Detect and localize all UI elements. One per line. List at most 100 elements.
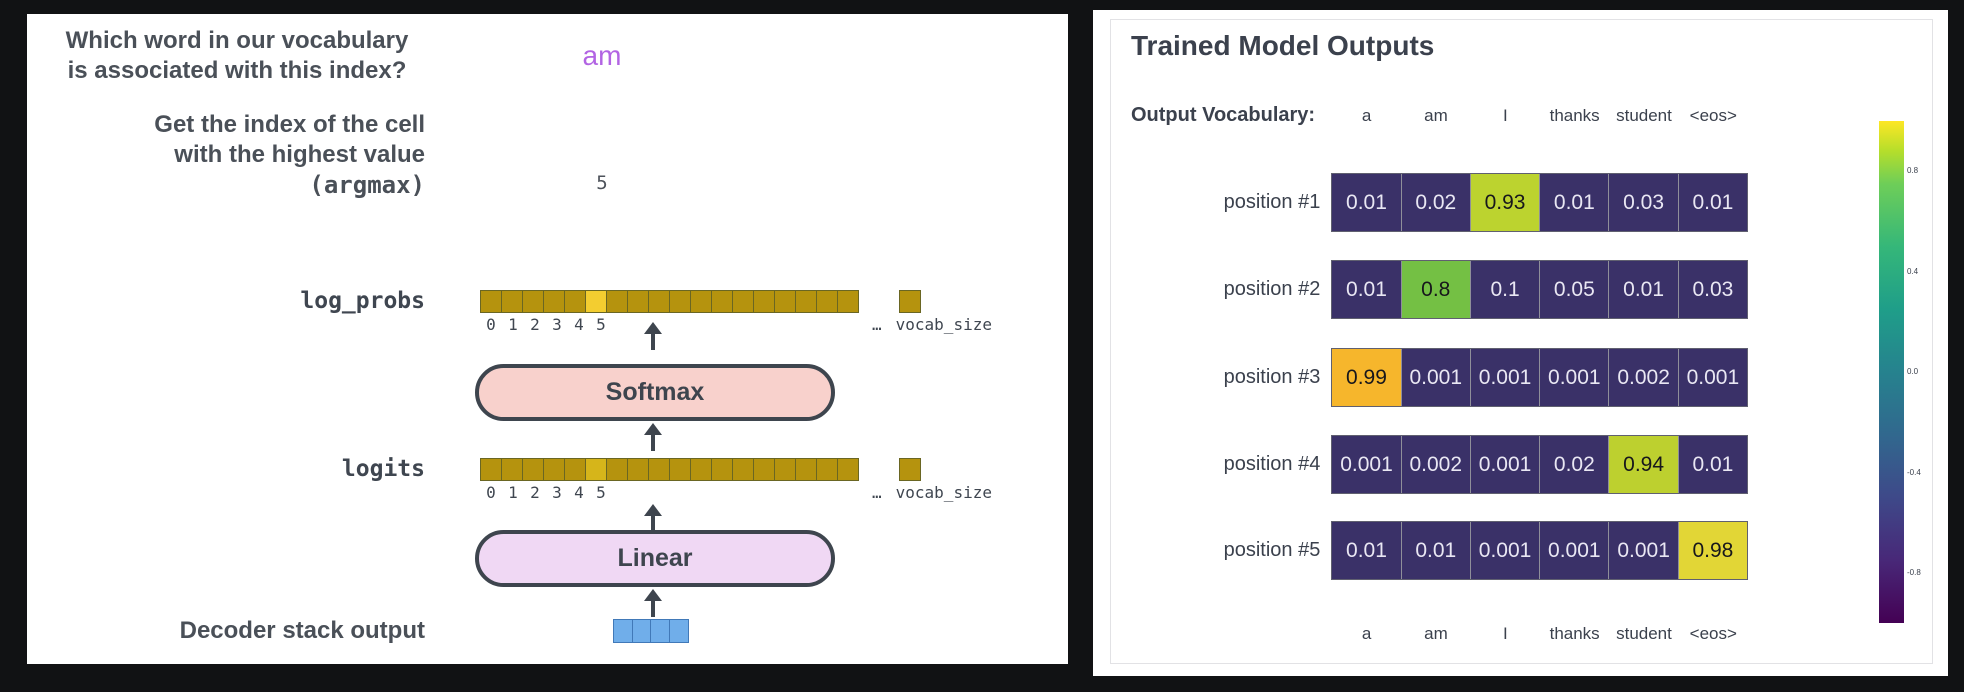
- log-probs-indices: 0 1 2 3 4 5: [480, 315, 612, 334]
- vocab-word: I: [1502, 106, 1508, 125]
- heatmap-row-position-2: position #2 0.01 0.8 0.1 0.05 0.01 0.03: [1121, 260, 1748, 319]
- vocab-size-annotation: … vocab_size: [872, 315, 992, 334]
- prob-cell-max: 0.93: [1469, 174, 1540, 231]
- prob-cell: 0.02: [1400, 174, 1470, 231]
- heatmap-row-position-5: position #5 0.01 0.01 0.001 0.001 0.001 …: [1121, 521, 1748, 580]
- vector-cell: [669, 458, 691, 481]
- vector-cell: [690, 290, 712, 313]
- vocab-size-annotation: … vocab_size: [872, 483, 992, 502]
- vector-cell: [732, 290, 754, 313]
- vector-cell: [627, 458, 649, 481]
- vocab-size-label: vocab_size: [895, 315, 992, 334]
- vocab-size-cell: [899, 458, 921, 481]
- vector-cell: [795, 290, 817, 313]
- heatmap-row-position-1: position #1 0.01 0.02 0.93 0.01 0.03 0.0…: [1121, 173, 1748, 232]
- vocab-word: thanks: [1549, 624, 1600, 643]
- index-label: 3: [552, 315, 562, 334]
- vector-cell: [522, 458, 544, 481]
- vector-cell: [501, 290, 523, 313]
- vector-cell: [795, 458, 817, 481]
- vector-cell: [711, 290, 733, 313]
- embedding-cell: [650, 619, 670, 643]
- colorbar-tick: 0.8: [1907, 166, 1919, 175]
- vocab-word: I: [1502, 624, 1508, 643]
- index-label: 2: [530, 483, 540, 502]
- prob-cell: 0.001: [1400, 349, 1470, 406]
- up-arrow-icon: [644, 589, 662, 617]
- decoder-stack-output-label: Decoder stack output: [179, 617, 425, 644]
- question-text: Which word in our vocabulary is associat…: [37, 26, 437, 86]
- vocab-word: a: [1361, 624, 1372, 643]
- prob-cell: 0.002: [1608, 349, 1678, 406]
- prob-cell: 0.01: [1332, 522, 1401, 579]
- argmax-line1: Get the index of the cell: [154, 111, 425, 138]
- vector-cell: [669, 290, 691, 313]
- vector-cell: [564, 290, 586, 313]
- vocab-size-label: vocab_size: [895, 483, 992, 502]
- embedding-cell: [631, 619, 652, 643]
- row-label: position #1: [1223, 191, 1321, 213]
- prob-cell-max: 0.99: [1332, 349, 1401, 406]
- probability-cells: 0.01 0.02 0.93 0.01 0.03 0.01: [1331, 173, 1748, 232]
- softmax-block: Softmax: [475, 364, 835, 421]
- probability-cells: 0.01 0.01 0.001 0.001 0.001 0.98: [1331, 521, 1748, 580]
- prob-cell: 0.001: [1539, 522, 1609, 579]
- output-vocabulary-caption: Output Vocabulary:: [1131, 104, 1316, 126]
- vector-cell: [543, 290, 565, 313]
- prob-cell: 0.03: [1608, 174, 1678, 231]
- linear-label: Linear: [617, 544, 693, 572]
- prob-cell: 0.1: [1469, 261, 1540, 318]
- vector-cell: [648, 458, 670, 481]
- panel-title: Trained Model Outputs: [1131, 30, 1435, 61]
- vector-cell: [837, 290, 859, 313]
- vocab-word: <eos>: [1689, 106, 1737, 125]
- prob-cell: 0.01: [1400, 522, 1470, 579]
- vector-cell-highlighted: [585, 458, 607, 481]
- vector-cell: [480, 458, 502, 481]
- prob-cell: 0.01: [1332, 261, 1401, 318]
- prob-cell: 0.02: [1539, 436, 1609, 493]
- question-line1: Which word in our vocabulary: [65, 27, 409, 54]
- vocabulary-footer-row: a am I thanks student <eos>: [1332, 624, 1748, 644]
- prob-cell: 0.01: [1677, 174, 1748, 231]
- colorbar-tick: -0.4: [1907, 468, 1921, 477]
- heatmap-row-position-4: position #4 0.001 0.002 0.001 0.02 0.94 …: [1121, 435, 1748, 494]
- vocab-word: student: [1616, 624, 1672, 643]
- index-label: 5: [596, 483, 606, 502]
- decoder-output-diagram-panel: Which word in our vocabulary is associat…: [27, 14, 1068, 664]
- vector-cell: [501, 458, 523, 481]
- vocab-word: thanks: [1549, 106, 1600, 125]
- colorbar-tick: 0.4: [1907, 267, 1919, 276]
- vector-cell: [753, 290, 775, 313]
- vector-cell: [816, 458, 838, 481]
- log-probs-vector: [480, 290, 859, 313]
- log-probs-label: log_probs: [300, 288, 425, 314]
- vocab-word: am: [1424, 106, 1448, 125]
- argmax-result-index: 5: [596, 172, 608, 194]
- row-label: position #3: [1223, 366, 1321, 388]
- prob-cell: 0.001: [1469, 349, 1540, 406]
- linear-block: Linear: [475, 530, 835, 587]
- prob-cell-max: 0.94: [1608, 436, 1678, 493]
- vector-cell: [648, 290, 670, 313]
- prob-cell: 0.002: [1400, 436, 1470, 493]
- viridis-colorbar: [1879, 121, 1904, 623]
- vector-cell: [480, 290, 502, 313]
- ellipsis: …: [872, 483, 882, 502]
- vocab-size-cell: [899, 290, 921, 313]
- up-arrow-icon: [644, 423, 662, 451]
- prob-cell-max: 0.98: [1677, 522, 1748, 579]
- row-label: position #4: [1223, 453, 1321, 475]
- logits-label: logits: [341, 456, 425, 482]
- vector-cell: [606, 458, 628, 481]
- index-label: 1: [508, 483, 518, 502]
- vector-cell: [543, 458, 565, 481]
- vocabulary-header-row: a am I thanks student <eos>: [1332, 106, 1748, 126]
- vector-cell: [753, 458, 775, 481]
- ellipsis: …: [872, 315, 882, 334]
- index-label: 2: [530, 315, 540, 334]
- probability-cells: 0.01 0.8 0.1 0.05 0.01 0.03: [1331, 260, 1748, 319]
- colorbar-tick: -0.8: [1907, 568, 1921, 577]
- vocab-word: am: [1424, 624, 1448, 643]
